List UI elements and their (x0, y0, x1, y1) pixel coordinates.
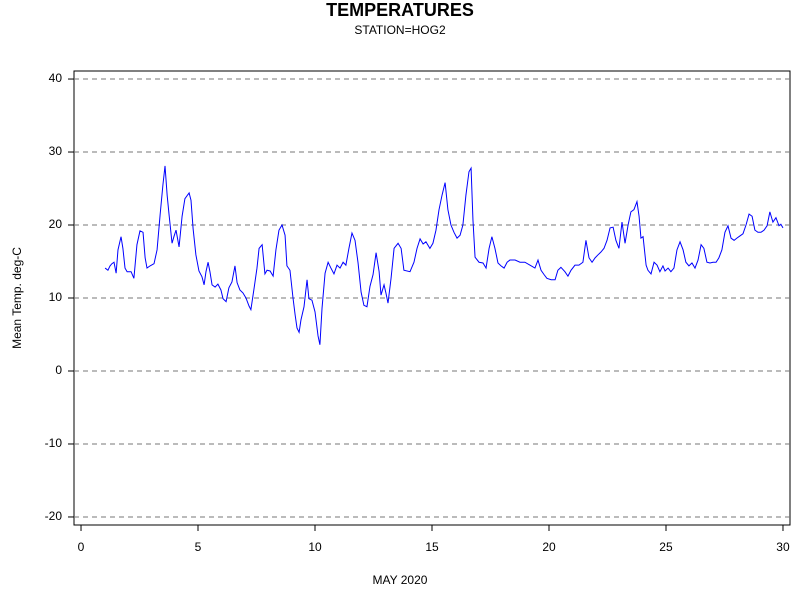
chart-title: TEMPERATURES (326, 0, 474, 20)
y-tick-label: 20 (49, 217, 63, 231)
x-tick-label: 25 (659, 540, 673, 554)
plot-frame (73, 70, 791, 526)
y-tick-label: 0 (55, 363, 62, 377)
temperature-line (104, 165, 784, 345)
y-tick-label: -10 (45, 436, 63, 450)
chart-subtitle: STATION=HOG2 (354, 23, 446, 37)
y-axis-label: Mean Temp. deg-C (10, 247, 24, 349)
x-tick-label: 30 (776, 540, 790, 554)
y-tick-label: 10 (49, 290, 63, 304)
x-tick-label: 15 (425, 540, 439, 554)
x-tick-label: 20 (542, 540, 556, 554)
x-axis-label: MAY 2020 (373, 573, 428, 587)
y-tick-label: -20 (45, 509, 63, 523)
y-tick-label: 40 (49, 71, 63, 85)
x-tick-label: 10 (308, 540, 322, 554)
y-tick-label: 30 (49, 144, 63, 158)
x-tick-label: 0 (78, 540, 85, 554)
x-tick-label: 5 (195, 540, 202, 554)
